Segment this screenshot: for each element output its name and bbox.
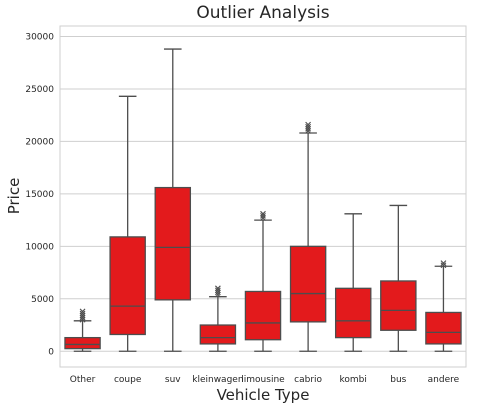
outlier-marker [440, 262, 447, 269]
y-axis-label: Price [5, 178, 23, 215]
box-group-bus [380, 204, 417, 352]
chart-title: Outlier Analysis [196, 3, 329, 23]
box-iqr [334, 287, 372, 339]
outlier-marker [79, 314, 86, 321]
outlier-marker [79, 308, 86, 315]
y-tick-label: 10000 [25, 242, 54, 252]
box-group-andere [425, 260, 462, 352]
outlier-marker [215, 289, 221, 296]
y-tick-label: 25000 [25, 85, 54, 95]
x-axis-label: Vehicle Type [217, 386, 310, 404]
box-iqr [64, 336, 101, 350]
box-group-coupe [109, 95, 146, 352]
outlier-marker [305, 123, 311, 130]
x-tick-label: limousine [241, 375, 285, 385]
plot-area [59, 25, 467, 368]
y-tick-label: 30000 [25, 32, 54, 42]
y-tick-label: 0 [48, 347, 54, 357]
outlier-marker [305, 121, 311, 128]
y-tick-layer: 0 5000 10000 15000 20000 25000 30000 [25, 32, 54, 357]
box-group-suv [154, 48, 192, 352]
x-tick-label: cabrio [294, 375, 322, 385]
y-tick-label: 15000 [25, 190, 54, 200]
outlier-marker [305, 125, 311, 132]
box-iqr [425, 311, 462, 345]
y-tick-label: 5000 [31, 295, 54, 305]
x-tick-label: Other [70, 375, 96, 385]
outlier-marker [215, 287, 221, 294]
box-iqr [244, 290, 282, 341]
outlier-marker [260, 213, 266, 219]
outlier-marker [215, 291, 221, 298]
outlier-marker [215, 285, 221, 292]
box-iqr [109, 236, 146, 336]
outlier-marker [305, 128, 311, 134]
x-tick-label: suv [165, 375, 181, 385]
x-tick-label: coupe [114, 375, 142, 385]
box-group-cabrio [289, 121, 327, 352]
outlier-marker [79, 310, 86, 317]
box-group-kleinwagen [199, 285, 237, 352]
outlier-marker [440, 260, 447, 267]
box-layer [64, 48, 462, 352]
box-group-Other [64, 308, 101, 352]
box-iqr [199, 324, 237, 345]
x-tick-label: kleinwagen [192, 375, 243, 385]
y-tick-label: 20000 [25, 137, 54, 147]
x-tick-label: bus [390, 375, 406, 385]
outlier-marker [79, 312, 86, 319]
box-iqr [289, 245, 327, 323]
box-group-kombi [334, 213, 372, 352]
box-group-limousine [244, 210, 282, 352]
outlier-marker [79, 316, 86, 323]
x-tick-label: andere [428, 375, 460, 385]
outlier-marker [260, 215, 266, 221]
x-tick-label: kombi [340, 375, 367, 385]
box-iqr [380, 280, 417, 331]
box-iqr [154, 186, 192, 301]
outlier-marker [260, 210, 266, 217]
